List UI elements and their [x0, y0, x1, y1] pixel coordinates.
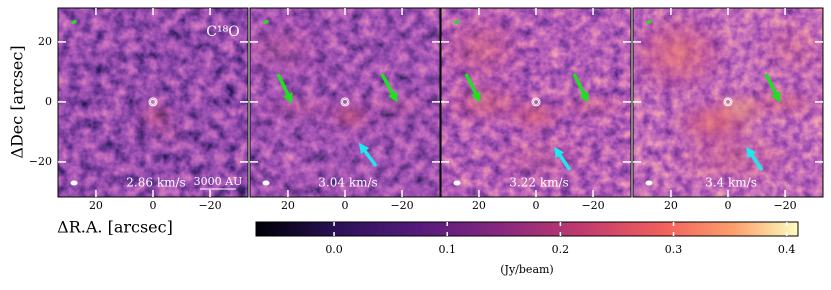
y-tick-label: −20 — [29, 155, 52, 168]
scale-bar-label: 3000 AU — [194, 175, 243, 188]
x-tick-label: 0 — [725, 199, 732, 212]
emission — [441, 8, 631, 183]
beam — [70, 180, 78, 186]
x-tick-label: −20 — [198, 199, 221, 212]
panel: 20 0 −20 3.22 km/s — [440, 7, 632, 212]
x-tick-label: −20 — [390, 199, 413, 212]
source-contour — [342, 98, 348, 105]
arrow — [276, 73, 293, 104]
emission — [633, 8, 823, 188]
map-image — [633, 8, 823, 197]
y-tick-label: 20 — [38, 35, 52, 48]
arrow — [358, 142, 378, 168]
beam — [645, 180, 653, 186]
source-contour — [150, 98, 156, 105]
arrow — [764, 73, 781, 103]
arrow — [554, 146, 572, 171]
beam-secondary — [263, 19, 269, 25]
beam — [453, 180, 461, 186]
map-image — [58, 8, 248, 197]
emission-blob — [441, 8, 531, 88]
colorbar-tick-label: 0.2 — [552, 243, 570, 256]
emission — [136, 103, 186, 143]
colorbar-tick-label: 0.1 — [438, 243, 456, 256]
map-image — [441, 8, 631, 197]
colorbar-tick-label: 0.4 — [778, 243, 796, 256]
velocity-label: 2.86 km/s — [126, 176, 185, 190]
x-tick-label: 0 — [533, 199, 540, 212]
source-contour — [340, 97, 350, 107]
emission-blob — [250, 18, 330, 78]
x-tick-label: −20 — [773, 199, 796, 212]
panel: 20 0 −20 3.04 km/s — [249, 7, 441, 212]
velocity-label: 3.04 km/s — [318, 176, 377, 190]
map-image — [250, 8, 440, 197]
molecule-label: C¹⁸O — [206, 24, 239, 40]
map-noise — [58, 8, 248, 197]
arrow — [572, 73, 589, 103]
beam — [262, 180, 270, 186]
y-tick-label: 0 — [45, 95, 52, 108]
panel: 20 0 −20 3.4 km/s — [632, 7, 824, 212]
source-contour — [723, 97, 733, 107]
colorbar-tick-label: 0.0 — [325, 243, 343, 256]
x-tick-label: 20 — [89, 199, 103, 212]
colorbar-tick-label: 0.3 — [665, 243, 683, 256]
emission-blob — [663, 128, 803, 188]
emission-blob — [546, 96, 631, 116]
source-contour — [725, 98, 731, 105]
x-axis-label: ΔR.A. [arcsec] — [57, 218, 173, 237]
x-tick-label: 20 — [664, 199, 678, 212]
emission-blob — [255, 99, 345, 117]
emission-blob — [441, 81, 536, 125]
x-tick-label: 20 — [472, 199, 486, 212]
source-contour — [533, 98, 539, 105]
x-tick-label: 0 — [342, 199, 349, 212]
source-contour — [148, 97, 158, 107]
beam-secondary — [454, 19, 460, 25]
emission-blob — [738, 89, 823, 117]
arrow — [380, 73, 398, 103]
colorbar-gradient — [255, 221, 799, 237]
emission — [250, 18, 440, 130]
emission-blob — [481, 133, 601, 183]
emission-blob — [753, 13, 823, 83]
velocity-label: 3.22 km/s — [509, 176, 568, 190]
beam-secondary — [71, 19, 77, 25]
emission-blob — [633, 8, 733, 98]
emission-blob — [150, 123, 186, 143]
x-tick-label: 20 — [281, 199, 295, 212]
emission-blob — [360, 98, 440, 114]
beam-secondary — [646, 19, 652, 25]
x-tick-label: 0 — [150, 199, 157, 212]
source-contour — [531, 97, 541, 107]
colorbar: (Jy/beam) 0.0 0.1 0.2 0.3 0.4 — [255, 221, 799, 276]
arrow — [746, 146, 764, 171]
arrow — [464, 73, 481, 103]
velocity-label: 3.4 km/s — [705, 176, 757, 190]
x-tick-label: −20 — [581, 199, 604, 212]
colorbar-label: (Jy/beam) — [500, 263, 553, 276]
panel: 20 0 −20 20 0 −20 2.86 km/s C¹⁸O 3000 AU — [29, 7, 249, 212]
emission-blob — [136, 103, 176, 129]
y-axis-label: ΔDec [arcsec] — [8, 45, 27, 158]
